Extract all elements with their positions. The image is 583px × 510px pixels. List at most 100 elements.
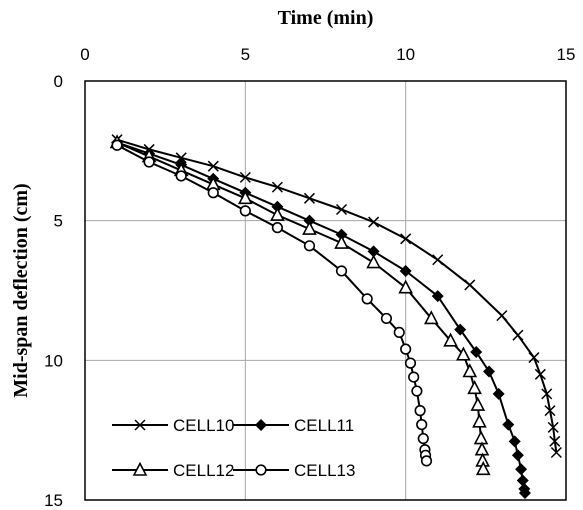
data-point [368, 216, 380, 228]
data-point [400, 343, 412, 355]
data-point [544, 405, 556, 417]
data-point [361, 293, 373, 305]
data-point [470, 396, 486, 411]
data-point [303, 214, 316, 227]
data-point [399, 264, 412, 277]
data-point [335, 228, 348, 241]
data-point [270, 206, 285, 221]
data-point [473, 430, 489, 445]
data-point [515, 463, 528, 476]
data-point [334, 234, 349, 249]
y-tick-label: 5 [54, 212, 63, 231]
y-tick-label: 15 [44, 491, 63, 510]
y-tick-label: 10 [44, 351, 63, 370]
data-point [528, 352, 540, 364]
x-tick-label: 5 [241, 45, 250, 64]
data-point [518, 487, 531, 500]
data-point [416, 418, 428, 431]
data-point [534, 368, 546, 380]
x-tick-label: 0 [80, 45, 89, 64]
plot-area-frame [84, 80, 567, 501]
legend: CELL10 CELL11 CELL12 CELL13 [112, 416, 355, 480]
data-point [496, 310, 508, 322]
series-cell12 [109, 134, 491, 476]
data-point [207, 187, 219, 199]
data-point [516, 474, 529, 487]
series-cell10 [111, 134, 562, 459]
x-tick-label: 15 [557, 45, 576, 64]
data-point [271, 200, 284, 213]
x-axis-title: Time (min) [278, 7, 374, 29]
data-point [143, 156, 155, 168]
data-point [511, 449, 524, 462]
legend-item-cell10: CELL10 [112, 416, 234, 435]
data-point [336, 203, 348, 216]
data-point [492, 387, 505, 400]
series-cell13 [111, 139, 433, 467]
legend-marker [132, 461, 148, 476]
data-point [424, 310, 439, 325]
series-line [116, 141, 526, 494]
data-point [431, 290, 444, 303]
x-tick-label: 10 [396, 45, 415, 64]
data-point [414, 405, 426, 417]
legend-label: CELL13 [294, 461, 355, 480]
data-point [238, 190, 253, 205]
data-point [239, 205, 251, 217]
data-point [400, 233, 412, 245]
data-point [380, 312, 393, 325]
data-point [366, 254, 381, 269]
data-point [175, 170, 187, 182]
legend-label: CELL11 [294, 416, 354, 435]
data-point [462, 363, 478, 378]
data-point [550, 446, 562, 459]
data-point [472, 413, 487, 428]
data-point [271, 181, 283, 193]
data-point [547, 421, 559, 433]
data-point [398, 279, 413, 294]
data-point [207, 160, 219, 172]
legend-label: CELL10 [173, 416, 234, 435]
data-point [483, 365, 496, 378]
legend-item-cell12: CELL12 [112, 461, 234, 480]
legend-item-cell13: CELL13 [233, 461, 355, 480]
data-point [411, 385, 423, 397]
legend-item-cell11: CELL11 [233, 416, 354, 435]
data-point [512, 329, 524, 341]
data-series [109, 134, 562, 500]
data-point [404, 357, 417, 369]
data-point [456, 346, 471, 361]
tick-labels: 0 5 10 15 0 5 10 15 [44, 45, 575, 510]
data-point [271, 222, 284, 234]
data-point [303, 192, 315, 204]
data-point [474, 441, 490, 456]
data-point [420, 455, 433, 467]
data-point [367, 245, 380, 258]
legend-label: CELL12 [173, 461, 234, 480]
data-point [443, 332, 458, 347]
data-point [541, 388, 553, 400]
data-point [470, 345, 483, 358]
data-point [467, 380, 482, 395]
data-point [417, 432, 429, 445]
data-point [475, 461, 491, 476]
data-point [111, 139, 123, 151]
y-axis-title: Mid-span deflection (cm) [10, 183, 32, 397]
data-point [239, 171, 251, 183]
data-point [454, 323, 467, 336]
data-point [303, 240, 316, 252]
data-point [508, 435, 521, 448]
series-line [116, 138, 558, 453]
gridlines [84, 80, 567, 501]
data-point [408, 371, 420, 383]
data-point [302, 220, 317, 235]
series-line [116, 144, 428, 462]
series-cell11 [111, 136, 531, 500]
data-point [464, 279, 476, 291]
data-point [549, 435, 561, 447]
legend-marker [255, 464, 267, 476]
legend-marker [255, 419, 267, 431]
y-tick-label: 0 [54, 72, 63, 91]
data-point [335, 265, 348, 277]
